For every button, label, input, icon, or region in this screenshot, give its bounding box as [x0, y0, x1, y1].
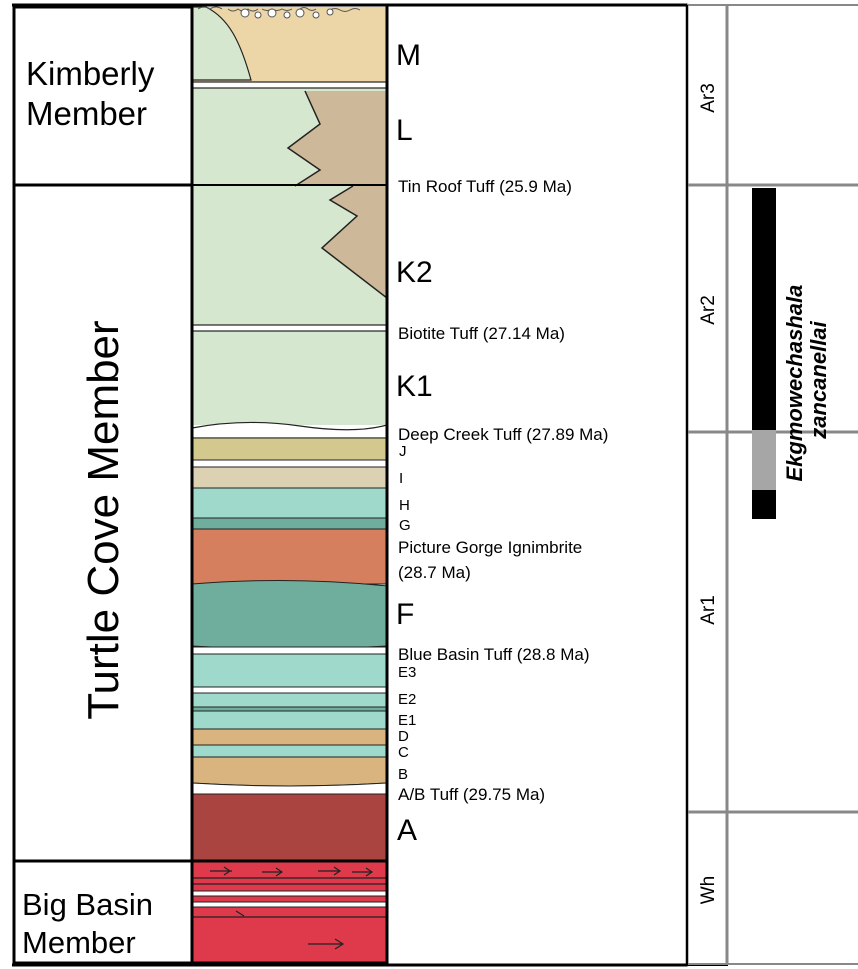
deep-creek-tuff-label: Deep Creek Tuff (27.89 Ma) [398, 425, 608, 444]
big-basin-member-label: Big Basin Member [22, 887, 162, 960]
tuff-band-ml [191, 81, 388, 89]
big-basin-band-2 [191, 901, 388, 908]
stage-label-ar3: Ar3 [698, 83, 719, 113]
unit-j-fill [191, 437, 388, 461]
kimberly-member-line2: Member [26, 95, 147, 132]
turtle-cove-member-box [12, 183, 194, 863]
gravel-clast [283, 11, 291, 19]
unit-label-m: M [396, 39, 421, 72]
unit-label-b: B [398, 766, 408, 783]
unit-label-i: I [399, 470, 403, 487]
tuff-band-biotite [191, 324, 388, 332]
biotite-tuff-label: Biotite Tuff (27.14 Ma) [398, 324, 565, 343]
unit-e2-fill [191, 692, 388, 708]
brown-tongue-outline [286, 90, 388, 299]
taxon-genus: Ekgmowechashala [782, 285, 807, 482]
lithology-column [190, 5, 389, 965]
gravel-clast [254, 11, 262, 19]
tin-roof-tuff-label: Tin Roof Tuff (25.9 Ma) [398, 177, 572, 196]
big-basin-red-fill [192, 862, 387, 963]
unit-label-a: A [397, 814, 417, 847]
unit-a-fill [191, 793, 388, 862]
brown-tongue-fill [288, 91, 387, 298]
unit-f-fill [191, 579, 388, 650]
unit-g-fill [191, 517, 388, 530]
ab-tuff-label: A/B Tuff (29.75 Ma) [398, 785, 545, 804]
unit-label-e3: E3 [398, 664, 416, 681]
kimberly-member-box [12, 5, 194, 187]
taxon-range-bar-lower [752, 490, 776, 519]
unit-i-fill [191, 466, 388, 489]
unit-label-k2: K2 [396, 256, 433, 289]
deep-creek-tuff-band [191, 421, 388, 439]
taxon-name-label: Ekgmowechashala zancanellai [782, 279, 831, 482]
unit-label-k1: K1 [396, 370, 433, 403]
unit-e1-fill [191, 710, 388, 730]
big-basin-member-line2: Member [22, 925, 136, 960]
kimberly-member-line1: Kimberly [26, 55, 155, 92]
big-basin-member-line1: Big Basin [22, 887, 153, 922]
label-column-box [385, 3, 689, 967]
blue-basin-tuff-band [191, 646, 388, 655]
taxon-species: zancanellai [806, 320, 831, 439]
unit-h-fill [191, 487, 388, 519]
picture-gorge-ignimbrite-label: Picture Gorge Ignimbrite (28.7 Ma) [398, 538, 587, 582]
unit-label-c: C [398, 744, 409, 761]
unit-i-white [191, 459, 388, 468]
unit-label-d: D [398, 728, 409, 745]
unit-e2-dark [191, 706, 388, 712]
taxon-range-bar-uncertain [752, 430, 776, 490]
stage-label-wh: Wh [698, 876, 719, 905]
blue-basin-tuff-label: Blue Basin Tuff (28.8 Ma) [398, 645, 590, 664]
gravel-clast [312, 11, 320, 19]
gravel-clast [326, 8, 334, 16]
unit-e3-white [191, 686, 388, 694]
turtle-cove-member-label: Turtle Cove Member [79, 320, 128, 719]
stage-column-box [686, 4, 728, 966]
gravel-clast [240, 8, 250, 18]
kimberly-member-label: Kimberly Member [26, 55, 164, 132]
unit-label-j: J [399, 443, 407, 460]
unit-c-fill [191, 744, 388, 758]
unit-e3-fill [191, 653, 388, 688]
unit-label-l: L [396, 114, 413, 147]
unit-label-f: F [396, 598, 414, 631]
stage-label-ar2: Ar2 [698, 295, 719, 325]
unit-d-fill [191, 728, 388, 746]
unit-b-fill [191, 756, 388, 787]
gravel-clast [295, 8, 305, 18]
unit-m-tan-fill [192, 7, 387, 86]
taxon-range-bar-confirmed [752, 188, 776, 430]
picture-gorge-fill [191, 528, 388, 585]
picture-gorge-line2: (28.7 Ma) [398, 563, 471, 582]
gravel-clast [267, 8, 277, 18]
stage-label-ar1: Ar1 [698, 595, 719, 625]
unit-label-e1: E1 [398, 712, 416, 729]
unit-label-h: H [399, 497, 410, 514]
root-trace-symbols [210, 866, 374, 950]
big-basin-band-1 [191, 890, 388, 897]
picture-gorge-line1: Picture Gorge Ignimbrite [398, 538, 582, 557]
unit-label-g: G [399, 517, 411, 534]
big-basin-member-box [12, 859, 194, 965]
unit-label-e2: E2 [398, 691, 416, 708]
